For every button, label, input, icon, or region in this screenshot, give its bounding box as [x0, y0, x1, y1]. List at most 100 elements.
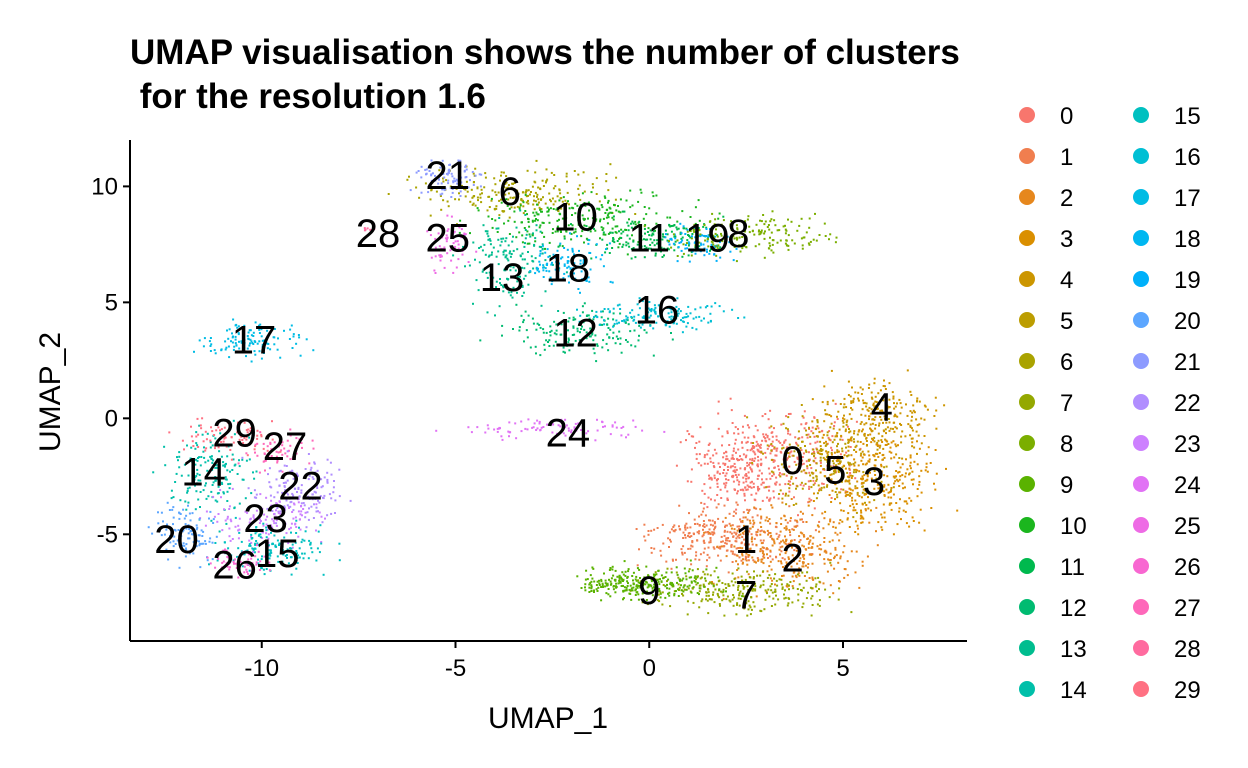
data-point-9	[630, 598, 633, 601]
data-point-7	[713, 601, 716, 604]
data-point-2	[737, 563, 739, 566]
data-point-9	[653, 583, 656, 586]
data-point-4	[847, 380, 850, 383]
data-point-23	[249, 517, 252, 520]
data-point-9	[669, 581, 672, 584]
data-point-10	[652, 195, 655, 198]
data-point-4	[926, 408, 929, 411]
data-point-3	[834, 468, 837, 470]
data-point-3	[895, 470, 898, 472]
data-point-10	[491, 218, 494, 220]
data-point-5	[864, 501, 866, 504]
data-point-10	[618, 242, 621, 245]
data-point-0	[816, 440, 819, 443]
data-point-7	[677, 576, 680, 579]
data-point-7	[784, 589, 786, 592]
data-point-3	[908, 525, 911, 528]
data-point-0	[841, 438, 844, 441]
data-point-3	[902, 509, 905, 512]
data-point-3	[818, 452, 821, 455]
data-point-0	[771, 435, 774, 438]
data-point-15	[307, 557, 310, 560]
data-point-3	[929, 462, 932, 464]
data-point-5	[771, 458, 774, 461]
data-point-2	[792, 560, 795, 563]
data-point-25	[463, 234, 466, 237]
data-point-2	[785, 527, 788, 530]
data-point-9	[645, 565, 648, 568]
data-point-4	[920, 442, 923, 445]
data-point-7	[716, 592, 719, 595]
data-point-9	[673, 592, 676, 595]
data-point-10	[542, 222, 545, 224]
data-point-7	[706, 573, 709, 576]
data-point-16	[647, 307, 650, 310]
data-point-0	[829, 439, 832, 442]
data-point-6	[510, 206, 513, 209]
data-point-27	[269, 443, 272, 445]
data-point-6	[497, 191, 500, 194]
data-point-22	[326, 481, 329, 484]
data-point-19	[681, 239, 684, 242]
data-point-14	[206, 432, 209, 435]
data-point-16	[670, 311, 673, 314]
data-point-1	[774, 525, 777, 528]
data-point-5	[817, 452, 820, 454]
data-point-4	[901, 430, 904, 433]
data-point-2	[810, 553, 813, 556]
data-point-3	[934, 488, 937, 491]
data-point-10	[539, 208, 542, 211]
data-point-17	[198, 339, 201, 342]
data-point-12	[526, 336, 529, 339]
data-point-7	[721, 599, 724, 602]
data-point-10	[591, 217, 594, 220]
data-point-3	[873, 455, 876, 458]
data-point-9	[636, 586, 639, 589]
data-point-1	[709, 537, 712, 539]
data-point-2	[771, 579, 774, 582]
data-point-3	[898, 507, 901, 510]
data-point-11	[604, 251, 607, 254]
data-point-8	[770, 231, 773, 234]
data-point-4	[887, 443, 890, 445]
data-point-7	[792, 587, 795, 590]
data-point-7	[707, 588, 710, 591]
data-point-1	[737, 547, 740, 549]
data-point-0	[753, 460, 756, 462]
data-point-12	[582, 321, 585, 324]
data-point-14	[210, 490, 213, 493]
data-point-1	[682, 537, 685, 539]
data-point-15	[315, 559, 318, 562]
data-point-23	[278, 500, 281, 503]
data-point-13	[528, 271, 531, 274]
data-point-12	[583, 302, 586, 305]
data-point-9	[612, 574, 615, 577]
data-point-18	[542, 264, 545, 267]
data-point-2	[795, 519, 798, 522]
data-point-29	[223, 437, 226, 440]
data-point-13	[494, 314, 496, 317]
data-point-8	[733, 246, 736, 248]
data-point-5	[847, 454, 850, 457]
data-point-7	[773, 590, 776, 593]
data-point-9	[659, 596, 662, 599]
data-point-27	[298, 438, 301, 441]
data-point-22	[296, 474, 299, 477]
data-point-9	[656, 579, 659, 581]
data-point-24	[520, 420, 523, 423]
data-point-22	[300, 502, 303, 505]
data-point-6	[480, 188, 483, 191]
data-point-4	[916, 400, 918, 403]
data-point-21	[471, 171, 474, 173]
data-point-8	[682, 243, 685, 246]
data-point-4	[900, 435, 903, 438]
data-point-13	[490, 279, 493, 282]
data-point-1	[678, 504, 681, 507]
data-point-0	[762, 435, 765, 438]
data-point-16	[593, 316, 595, 319]
data-point-10	[541, 221, 544, 224]
data-point-12	[539, 326, 542, 329]
data-point-4	[869, 423, 872, 426]
data-point-23	[265, 496, 268, 499]
data-point-6	[588, 202, 591, 205]
